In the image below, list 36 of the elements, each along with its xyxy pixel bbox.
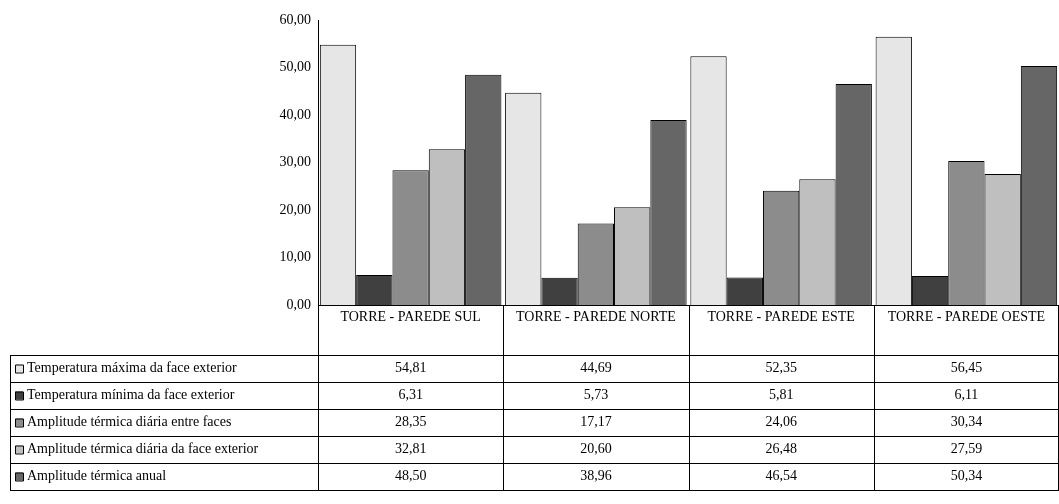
x-tick-label: TORRE - PAREDE OESTE xyxy=(887,309,1046,325)
data-label: 54,81 xyxy=(394,360,427,376)
data-label: 46,54 xyxy=(765,468,797,484)
y-tick-label: 20,00 xyxy=(279,201,311,217)
y-tick-label: 10,00 xyxy=(279,249,311,265)
data-label: 24,06 xyxy=(765,414,797,430)
y-tick-label: 30,00 xyxy=(279,154,311,170)
x-tick-label: TORRE - PAREDE NORTE xyxy=(515,309,676,325)
data-label: 38,96 xyxy=(580,468,612,484)
data-label: 32,81 xyxy=(394,441,427,457)
data-label: 5,81 xyxy=(768,387,794,403)
y-tick-label: 60,00 xyxy=(279,11,311,27)
data-label: 26,48 xyxy=(765,441,797,457)
data-label: 6,31 xyxy=(398,387,423,403)
y-tick-label: 0,00 xyxy=(286,296,311,312)
data-label: 27,59 xyxy=(950,441,983,457)
data-label: 6,11 xyxy=(954,387,979,403)
legend-label: Amplitude térmica diária entre faces xyxy=(27,414,232,430)
x-tick-label: TORRE - PAREDE ESTE xyxy=(707,309,855,325)
data-label: 30,34 xyxy=(950,414,983,430)
data-label: 52,35 xyxy=(765,360,797,376)
data-label: 28,35 xyxy=(394,414,427,430)
data-label: 56,45 xyxy=(950,360,983,376)
legend-label: Temperatura máxima da face exterior xyxy=(27,360,238,376)
data-label: 20,60 xyxy=(580,441,612,457)
data-label: 44,69 xyxy=(580,360,612,376)
x-tick-label: TORRE - PAREDE SUL xyxy=(340,309,481,325)
data-label: 5,73 xyxy=(583,387,609,403)
y-tick-label: 40,00 xyxy=(279,106,311,122)
data-label: 17,17 xyxy=(580,414,612,430)
legend-label: Amplitude térmica diária da face exterior xyxy=(27,441,259,457)
data-label: 50,34 xyxy=(950,468,983,484)
legend-label: Amplitude térmica anual xyxy=(27,468,167,484)
legend-label: Temperatura mínima da face exterior xyxy=(27,387,235,403)
y-tick-label: 50,00 xyxy=(279,59,311,75)
data-label: 48,50 xyxy=(394,468,427,484)
